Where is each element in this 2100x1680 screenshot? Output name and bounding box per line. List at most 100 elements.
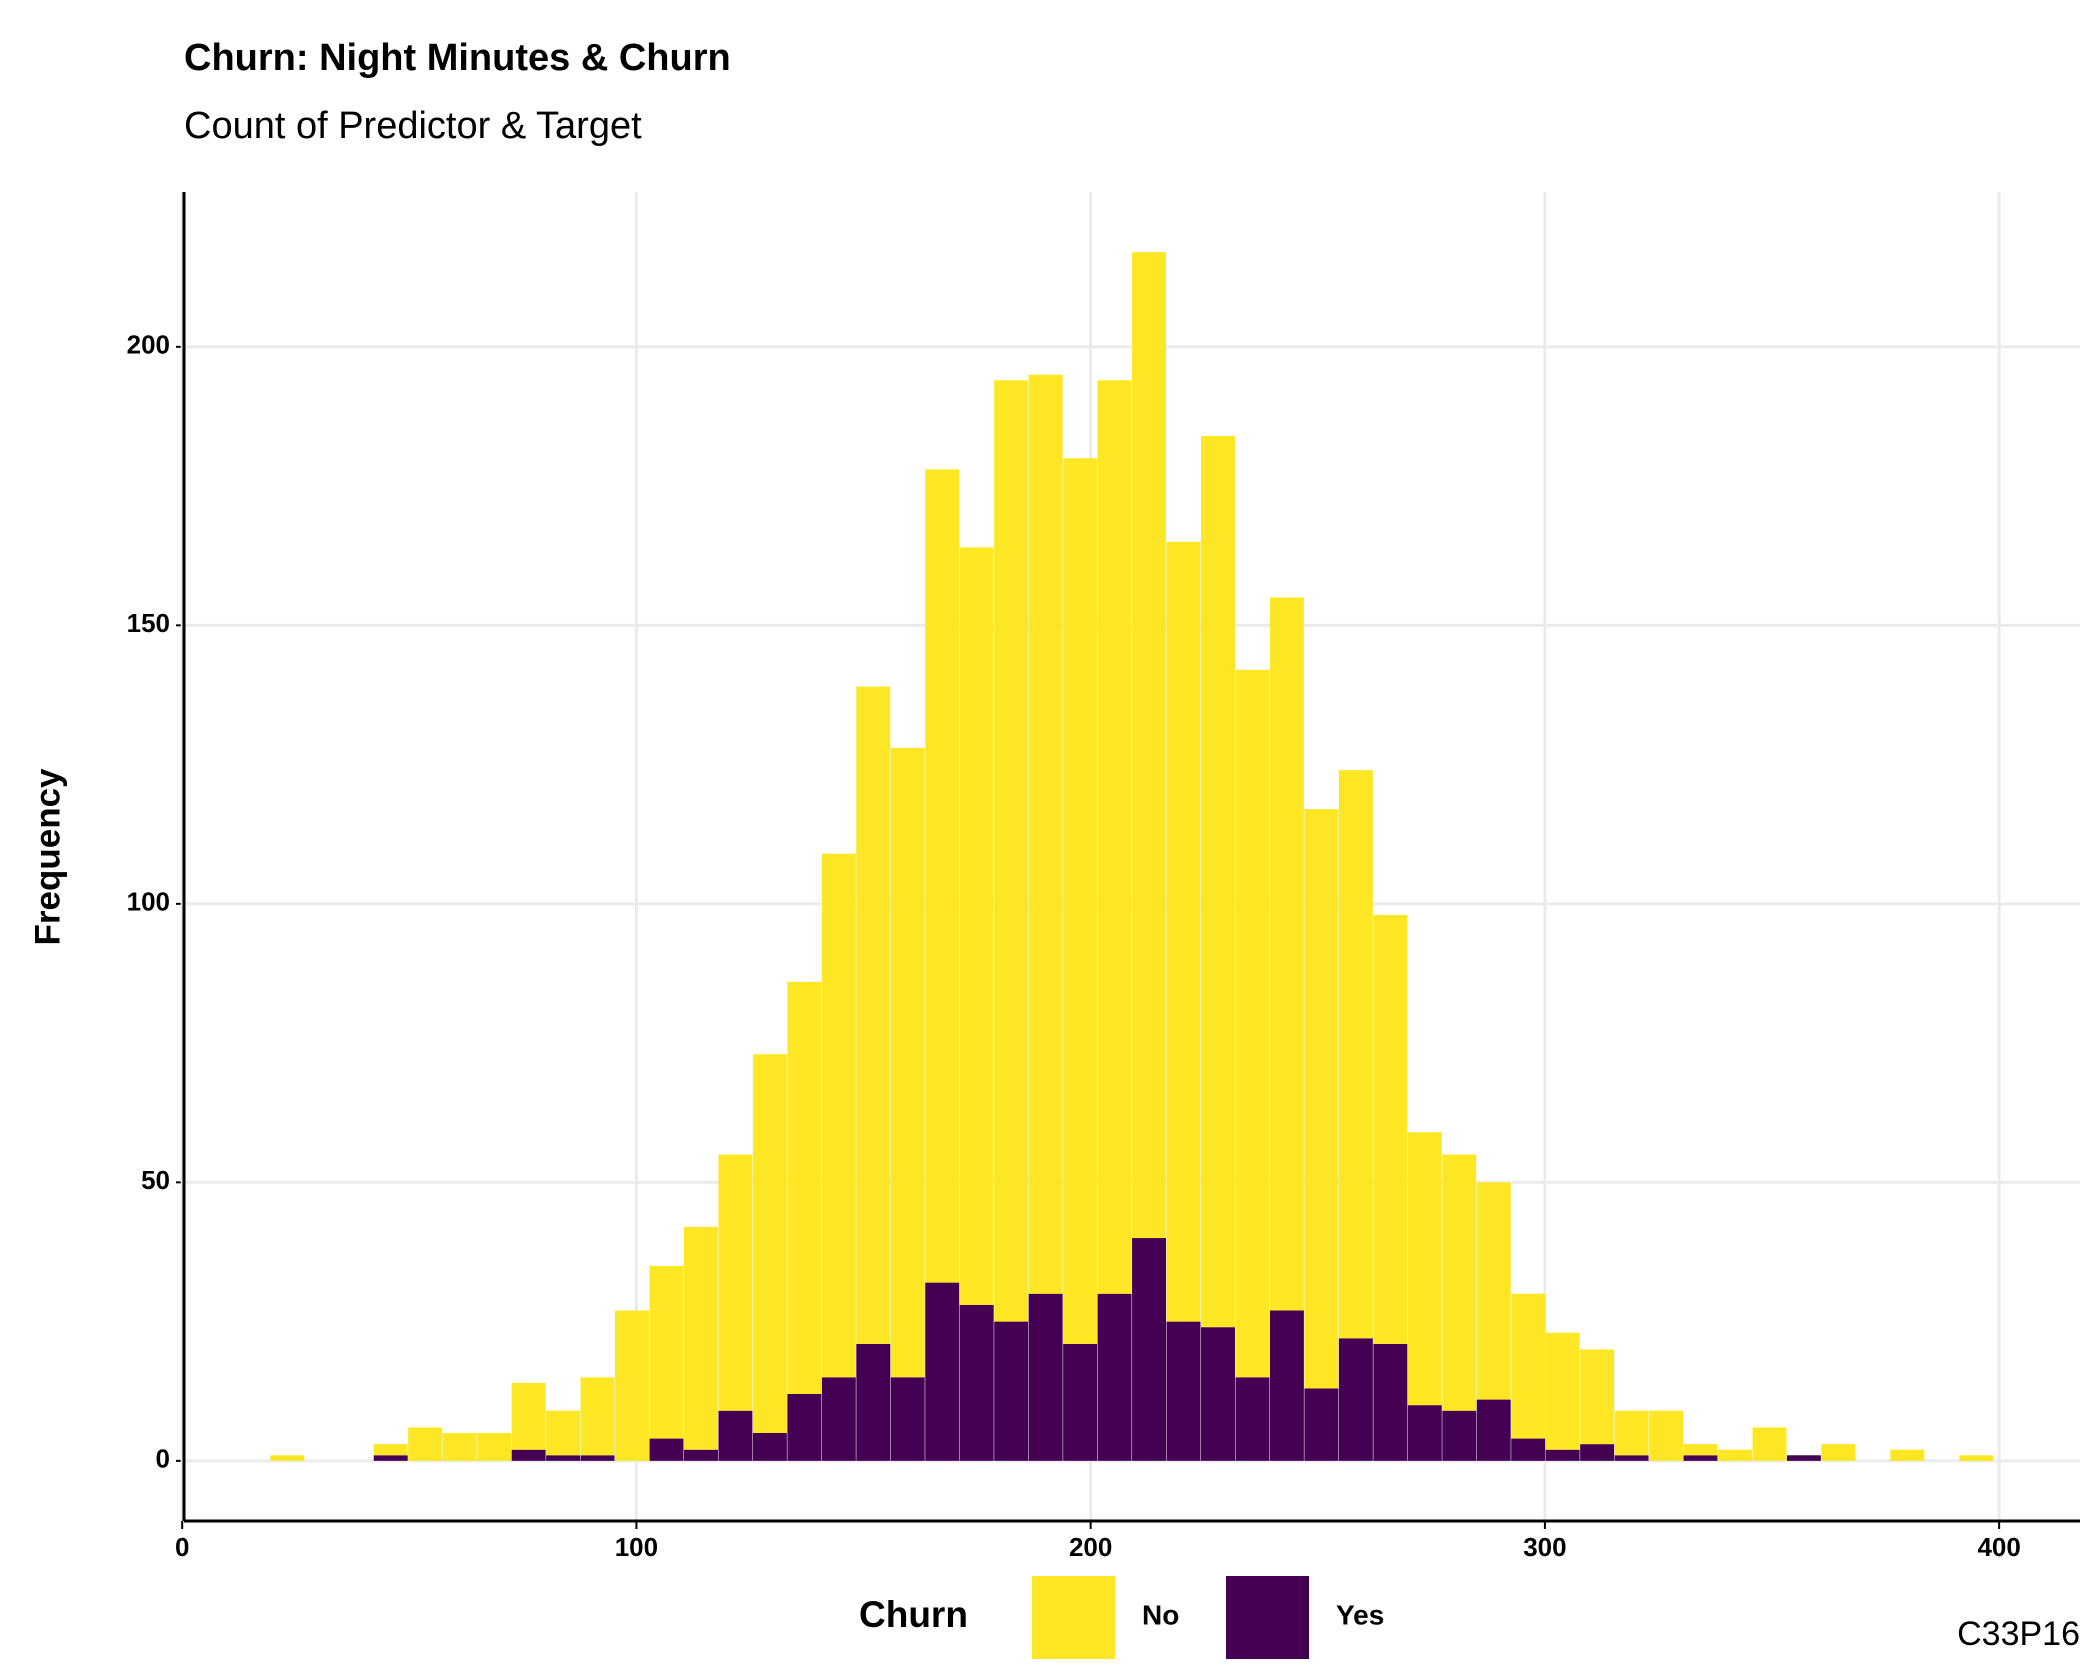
bar bbox=[1338, 770, 1373, 1339]
bar bbox=[580, 1455, 615, 1461]
legend-key bbox=[1226, 1576, 1309, 1659]
bar bbox=[890, 1377, 925, 1461]
bar bbox=[546, 1455, 581, 1461]
bar bbox=[1132, 1238, 1167, 1461]
bar bbox=[787, 981, 822, 1395]
bar bbox=[1511, 1293, 1546, 1439]
bar bbox=[1718, 1449, 1752, 1461]
bar bbox=[890, 747, 925, 1378]
y-tick-label: 200 bbox=[127, 330, 170, 360]
bar bbox=[1200, 435, 1235, 1328]
bar bbox=[821, 1377, 856, 1461]
bar bbox=[1063, 1343, 1098, 1461]
bar bbox=[856, 1343, 891, 1461]
bar bbox=[442, 1432, 477, 1461]
bar bbox=[1304, 1388, 1339, 1461]
bar bbox=[718, 1154, 753, 1411]
bar bbox=[1442, 1154, 1477, 1411]
bar bbox=[1097, 1293, 1132, 1461]
bar bbox=[925, 1282, 960, 1461]
bar bbox=[1407, 1132, 1442, 1406]
bar bbox=[649, 1438, 684, 1461]
bar bbox=[511, 1449, 546, 1461]
bar bbox=[925, 469, 960, 1283]
bar bbox=[1545, 1332, 1580, 1450]
bar bbox=[1580, 1349, 1615, 1445]
caption: C33P16 bbox=[1957, 1615, 2080, 1653]
bar bbox=[477, 1432, 512, 1461]
bar bbox=[580, 1377, 615, 1456]
bar bbox=[959, 1304, 994, 1461]
bar bbox=[373, 1455, 408, 1461]
bar bbox=[1683, 1444, 1718, 1456]
bar bbox=[1097, 380, 1132, 1294]
bar bbox=[1683, 1455, 1718, 1461]
bar bbox=[546, 1410, 581, 1456]
bar bbox=[1132, 252, 1167, 1239]
x-tick-label: 300 bbox=[1523, 1532, 1566, 1562]
bar bbox=[1235, 1377, 1270, 1461]
bar bbox=[787, 1394, 822, 1461]
y-tick-label: 100 bbox=[127, 887, 170, 917]
bar bbox=[373, 1444, 408, 1456]
bar bbox=[615, 1310, 650, 1461]
bar bbox=[1442, 1410, 1477, 1461]
bar bbox=[1235, 669, 1270, 1378]
legend-key bbox=[1032, 1576, 1115, 1659]
legend-title: Churn bbox=[859, 1594, 968, 1635]
chart-title: Churn: Night Minutes & Churn bbox=[184, 37, 731, 79]
bar bbox=[959, 547, 994, 1305]
y-tick-label: 150 bbox=[127, 608, 170, 638]
bar bbox=[856, 686, 891, 1344]
bar bbox=[1959, 1455, 1994, 1461]
bar bbox=[1614, 1455, 1649, 1461]
bar bbox=[752, 1432, 787, 1461]
bar bbox=[1511, 1438, 1546, 1461]
bar bbox=[1166, 1321, 1201, 1461]
x-tick-label: 200 bbox=[1069, 1532, 1112, 1562]
x-tick-label: 400 bbox=[1977, 1532, 2020, 1562]
bar bbox=[821, 853, 856, 1378]
bar bbox=[1166, 541, 1201, 1322]
bar bbox=[1476, 1399, 1511, 1461]
bar bbox=[1545, 1449, 1580, 1461]
y-axis-title: Frequency bbox=[28, 768, 67, 946]
bar bbox=[1614, 1410, 1649, 1456]
bar bbox=[683, 1449, 718, 1461]
bar bbox=[1028, 1293, 1063, 1461]
legend-label: No bbox=[1142, 1599, 1179, 1630]
bar bbox=[1407, 1405, 1442, 1461]
bar bbox=[1373, 1343, 1408, 1461]
bar bbox=[1338, 1338, 1373, 1461]
bar bbox=[1890, 1449, 1925, 1461]
bar bbox=[511, 1382, 546, 1450]
y-tick-label: 50 bbox=[141, 1165, 170, 1195]
bar bbox=[1821, 1444, 1856, 1461]
bar bbox=[718, 1410, 753, 1461]
bar bbox=[649, 1265, 684, 1439]
bar bbox=[1476, 1182, 1511, 1400]
y-tick-label: 0 bbox=[156, 1444, 170, 1474]
bar bbox=[1752, 1427, 1787, 1461]
bar bbox=[994, 1321, 1029, 1461]
bar bbox=[1649, 1410, 1684, 1461]
bar bbox=[994, 380, 1029, 1322]
bar bbox=[752, 1054, 787, 1433]
bar bbox=[270, 1455, 305, 1461]
bar bbox=[683, 1226, 718, 1450]
bar bbox=[1269, 597, 1304, 1311]
x-tick-label: 100 bbox=[615, 1532, 658, 1562]
chart-subtitle: Count of Predictor & Target bbox=[184, 105, 642, 147]
bar bbox=[1580, 1444, 1615, 1461]
bar bbox=[1063, 458, 1098, 1344]
bar bbox=[1200, 1327, 1235, 1461]
x-tick-label: 0 bbox=[175, 1532, 189, 1562]
bar bbox=[408, 1427, 443, 1461]
bar bbox=[1373, 914, 1408, 1344]
bar bbox=[1028, 374, 1063, 1294]
legend-label: Yes bbox=[1336, 1599, 1384, 1630]
bar bbox=[1269, 1310, 1304, 1461]
bar bbox=[1786, 1455, 1821, 1461]
bar bbox=[1304, 809, 1339, 1389]
